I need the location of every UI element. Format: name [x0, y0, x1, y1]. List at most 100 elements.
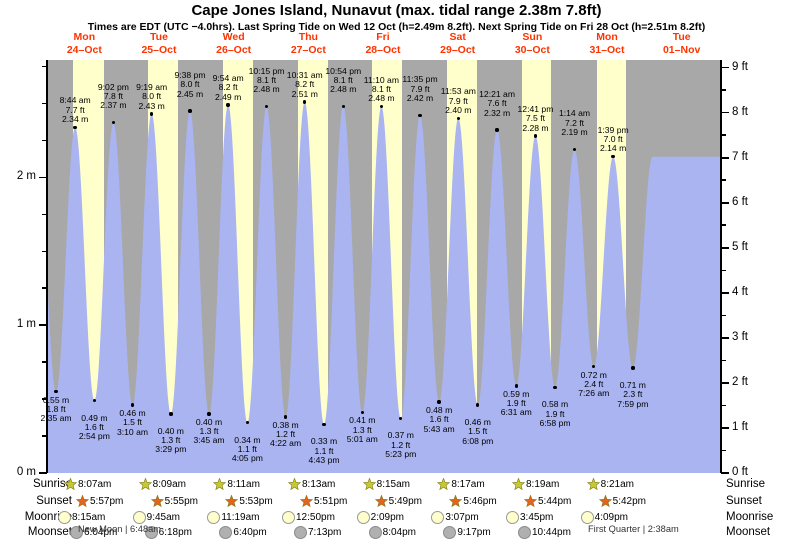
high-tide-line-2: 2.19 m — [561, 126, 588, 137]
low-tide-line-1: 1.5 ft — [468, 426, 488, 437]
day-date: 27–Oct — [290, 43, 326, 56]
day-date: 26–Oct — [216, 43, 252, 56]
day-of-week: Mon — [596, 31, 618, 43]
right-tick-5.5 — [721, 224, 726, 227]
low-tide-line-1: 2.4 ft — [584, 378, 604, 389]
moonset-time: 7:13pm — [308, 526, 342, 538]
right-axis-line — [720, 60, 722, 473]
high-tide-marker-4 — [226, 103, 230, 107]
high-tide-line-0: 9:38 pm — [174, 69, 206, 80]
left-axis-label-2m: 2 m — [16, 170, 36, 183]
high-tide-marker-13 — [572, 147, 577, 152]
sunrise-event-2: 8:11am — [213, 477, 260, 491]
right-tick-2.5 — [721, 359, 726, 362]
low-tide-label-4: 0.40 m 1.3 ft 3:45 am — [184, 417, 234, 446]
sunset-event-0: 5:57pm — [75, 494, 123, 508]
high-tide-label-8: 11:10 am 8.1 ft 2.48 m — [356, 75, 406, 104]
low-tide-marker-6 — [283, 415, 288, 419]
sunrise-time: 8:15am — [376, 478, 411, 490]
low-tide-line-2: 4:05 pm — [231, 453, 263, 464]
moonrise-time: 3:45pm — [520, 511, 554, 523]
moonrise-event-4: 2:09pm — [356, 511, 404, 524]
moonset-event-0: 6:04pm — [70, 526, 117, 539]
high-tide-label-6: 10:31 am 8.2 ft 2.51 m — [280, 70, 330, 99]
high-tide-marker-11 — [495, 128, 499, 132]
sunset-star-icon — [225, 494, 239, 508]
day-of-week: Sat — [449, 31, 466, 43]
high-tide-line-1: 7.0 ft — [603, 134, 623, 145]
sunrise-star-icon — [287, 477, 302, 491]
sunrise-star-icon — [213, 477, 227, 491]
day-date: 25–Oct — [141, 43, 177, 56]
day-date: 30–Oct — [514, 43, 550, 56]
high-tide-line-0: 9:54 am — [212, 73, 244, 84]
moonrise-icon — [132, 511, 146, 524]
right-axis-label-1ft: 1 ft — [732, 420, 748, 433]
sunrise-event-0: 8:07am — [63, 477, 111, 491]
high-tide-label-2: 9:19 am 8.0 ft 2.43 m — [127, 81, 177, 111]
high-tide-line-0: 12:21 am — [479, 89, 515, 100]
low-tide-line-1: 1.6 ft — [84, 421, 104, 432]
sunrise-event-1: 8:09am — [138, 477, 186, 491]
day-date: 01–Nov — [662, 43, 701, 56]
sunset-event-5: 5:46pm — [449, 494, 497, 508]
high-tide-marker-3 — [188, 109, 192, 113]
moonset-event-4: 8:04pm — [368, 526, 416, 539]
right-tick-4.5 — [721, 269, 726, 272]
high-tide-line-2: 2.28 m — [522, 122, 549, 133]
moonrise-time: 4:09pm — [594, 511, 629, 523]
sunset-time: 5:51pm — [314, 495, 348, 507]
left-tick-2 — [39, 176, 47, 179]
high-tide-line-0: 11:53 am — [440, 86, 476, 97]
high-tide-label-9: 11:35 pm 7.9 ft 2.42 m — [395, 75, 445, 103]
moonset-event-6: 10:44pm — [518, 526, 571, 539]
low-tide-label-10: 0.48 m 1.6 ft 5:43 am — [414, 405, 464, 434]
right-axis-label-2ft: 2 ft — [732, 375, 748, 388]
low-tide-line-1: 1.9 ft — [506, 398, 526, 409]
sunset-time: 5:55pm — [164, 495, 199, 507]
sunset-event-7: 5:42pm — [598, 494, 646, 508]
low-tide-line-2: 7:26 am — [578, 388, 610, 399]
low-tide-line-0: 0.49 m — [81, 412, 108, 423]
left-axis-line — [46, 60, 48, 473]
low-tide-label-0: 0.55 m 1.8 ft 2:35 am — [31, 395, 81, 424]
low-tide-line-1: 1.1 ft — [237, 444, 257, 455]
right-tick-6 — [721, 201, 729, 204]
day-date: 24–Oct — [66, 43, 102, 56]
low-tide-marker-2 — [130, 403, 135, 407]
low-tide-line-0: 0.48 m — [425, 405, 453, 416]
sunrise-event-5: 8:17am — [437, 477, 485, 491]
sunrise-event-4: 8:15am — [362, 477, 411, 491]
high-tide-label-3: 9:38 pm 8.0 ft 2.45 m — [165, 69, 215, 99]
sunrise-event-7: 8:21am — [586, 477, 634, 491]
sunrise-star-icon — [138, 477, 152, 491]
sunset-event-1: 5:55pm — [150, 494, 199, 508]
moonrise-icon — [58, 511, 71, 524]
left-tick-1.5 — [42, 250, 47, 253]
moonrise-time: 8:15am — [72, 511, 106, 523]
moonrise-time: 12:50pm — [296, 511, 335, 523]
right-axis-label-7ft: 7 ft — [732, 150, 748, 163]
moonset-event-3: 7:13pm — [294, 526, 341, 539]
day-of-week: Wed — [222, 31, 245, 43]
low-tide-label-1: 0.49 m 1.6 ft 2:54 pm — [69, 412, 119, 442]
high-tide-line-0: 1:39 pm — [597, 124, 629, 135]
low-tide-line-2: 6:08 pm — [462, 435, 494, 446]
low-tide-line-0: 0.34 m — [234, 434, 261, 445]
high-tide-label-0: 8:44 am 7.7 ft 2.34 m — [50, 95, 100, 124]
day-of-week: Tue — [150, 31, 168, 43]
low-tide-marker-14 — [592, 364, 596, 369]
low-tide-line-2: 7:59 pm — [617, 398, 649, 409]
low-tide-line-2: 3:45 am — [193, 435, 225, 446]
moonrise-icon — [282, 511, 295, 524]
moonset-icon — [368, 526, 382, 539]
low-tide-marker-15 — [631, 366, 635, 370]
high-tide-line-1: 8.0 ft — [180, 79, 200, 90]
low-tide-line-0: 0.41 m — [349, 415, 376, 426]
right-tick-3 — [721, 337, 729, 339]
low-tide-marker-5 — [245, 421, 250, 425]
low-tide-label-14: 0.72 m 2.4 ft 7:26 am — [569, 370, 619, 399]
high-tide-line-0: 11:35 pm — [402, 74, 438, 85]
high-tide-line-0: 9:19 am — [136, 81, 168, 92]
moonset-icon — [443, 526, 457, 539]
